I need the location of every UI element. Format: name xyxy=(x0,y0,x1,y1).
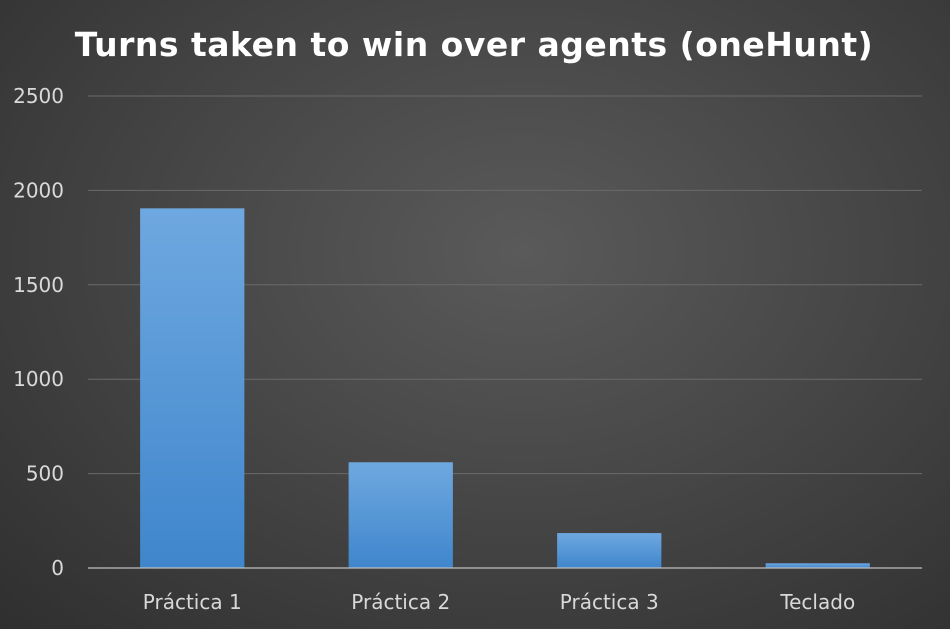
x-tick-label: Teclado xyxy=(779,590,855,614)
x-tick-label: Práctica 3 xyxy=(560,590,659,614)
bar-pr-ctica-3 xyxy=(557,533,662,568)
y-axis-ticks: 0 500 1000 1500 2000 2500 xyxy=(13,84,64,580)
y-tick-label: 2500 xyxy=(13,84,64,108)
x-tick-label: Práctica 2 xyxy=(351,590,450,614)
x-tick-label: Práctica 1 xyxy=(143,590,242,614)
chart-title: Turns taken to win over agents (oneHunt) xyxy=(75,25,874,64)
bars xyxy=(140,208,870,568)
y-tick-label: 1500 xyxy=(13,273,64,297)
bar-teclado xyxy=(765,563,870,568)
y-tick-label: 500 xyxy=(26,462,64,486)
y-tick-label: 0 xyxy=(51,556,64,580)
y-tick-label: 1000 xyxy=(13,367,64,391)
bar-pr-ctica-1 xyxy=(140,208,245,568)
y-tick-label: 2000 xyxy=(13,178,64,202)
x-axis-ticks: Práctica 1 Práctica 2 Práctica 3 Teclado xyxy=(143,590,855,614)
bar-pr-ctica-2 xyxy=(348,462,453,568)
